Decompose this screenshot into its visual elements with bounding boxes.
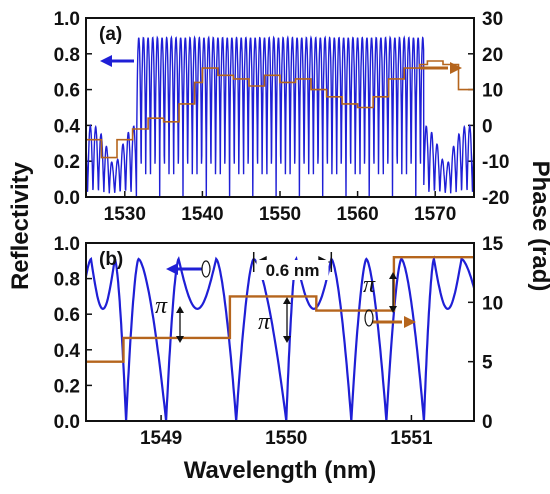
y-tick-label: 1.0 [54,9,80,30]
panel-label-a: (a) [99,24,122,45]
reflectivity-series-a [86,35,474,197]
left-axis-arrow-head [166,263,178,275]
pi-bracket-arrow-up [283,297,291,304]
series-marker-ellipse [201,260,211,278]
y2-tick-label: 10 [482,293,503,314]
y-tick-label: 0.8 [54,45,80,66]
y-tick-label: 0.6 [54,81,80,102]
pi-bracket-arrow-up [176,306,184,313]
x-tick-label: 1530 [104,204,146,225]
y2-tick-label: 5 [482,353,493,374]
x-tick-label: 1549 [140,428,182,449]
x-tick-label: 1551 [390,428,433,449]
plot-frame-a [85,17,475,198]
y2-tick-label: 10 [482,81,503,102]
x-tick-label: 1560 [336,204,378,225]
y-tick-label: 1.0 [54,234,80,255]
x-tick-label: 1550 [259,204,301,225]
y2-axis-title: Phase (rad) [527,161,550,292]
y-tick-label: 0.8 [54,270,80,291]
pi-bracket-arrow-down [389,306,397,313]
pi-step-label: π [363,272,376,298]
pi-step-label: π [258,309,271,335]
y-axis-title: Reflectivity [7,161,34,290]
y2-tick-label: 20 [482,45,503,66]
y-tick-label: 0.0 [54,412,80,433]
pi-bracket-arrow-up [389,272,397,279]
y2-tick-label: 0 [482,116,493,137]
x-axis-title: Wavelength (nm) [184,457,376,484]
y2-tick-label: 30 [482,9,503,30]
y2-tick-label: 0 [482,412,493,433]
panel-a: 0.0 0.2 0.4 0.6 0.8 1.0 -20 -10 0 10 20 30 1530 1540 1… [54,9,510,225]
y-tick-label: 0.4 [54,341,81,362]
x-tick-label: 1570 [414,204,456,225]
pi-bracket-arrow-down [283,336,291,343]
right-axis-arrow-head [404,316,416,328]
left-axis-arrow-head [100,55,112,67]
right-axis-arrow-head [450,62,462,74]
y-tick-label: 0.4 [54,116,81,137]
x-tick-label: 1550 [265,428,307,449]
series-marker-ellipse [364,309,374,327]
x-tick-label: 1540 [181,204,223,225]
phase-series-a [86,60,474,159]
y-tick-label: 0.2 [54,152,80,173]
axis-labels: Reflectivity Phase (rad) Wavelength (nm) [7,161,550,484]
y-tick-label: 0.6 [54,305,80,326]
dimension-label-bg [256,260,329,280]
y2-tick-label: -10 [482,152,509,173]
pi-bracket-arrow-down [176,336,184,343]
y2-tick-label: -20 [482,188,509,209]
dimension-label: 0.6 nm [266,261,320,280]
y-tick-label: 0.0 [54,188,80,209]
reflectivity-series-b [86,255,474,421]
y-tick-label: 0.2 [54,376,80,397]
panel-b: 0.0 0.2 0.4 0.6 0.8 1.0 0 5 10 15 1549 1550 1551 0.6 … [54,234,504,449]
pi-step-label: π [155,293,168,319]
plot-frame-b [85,242,475,422]
y2-tick-label: 15 [482,234,504,255]
phase-series-b [86,256,474,363]
panel-label-b: (b) [99,249,123,270]
